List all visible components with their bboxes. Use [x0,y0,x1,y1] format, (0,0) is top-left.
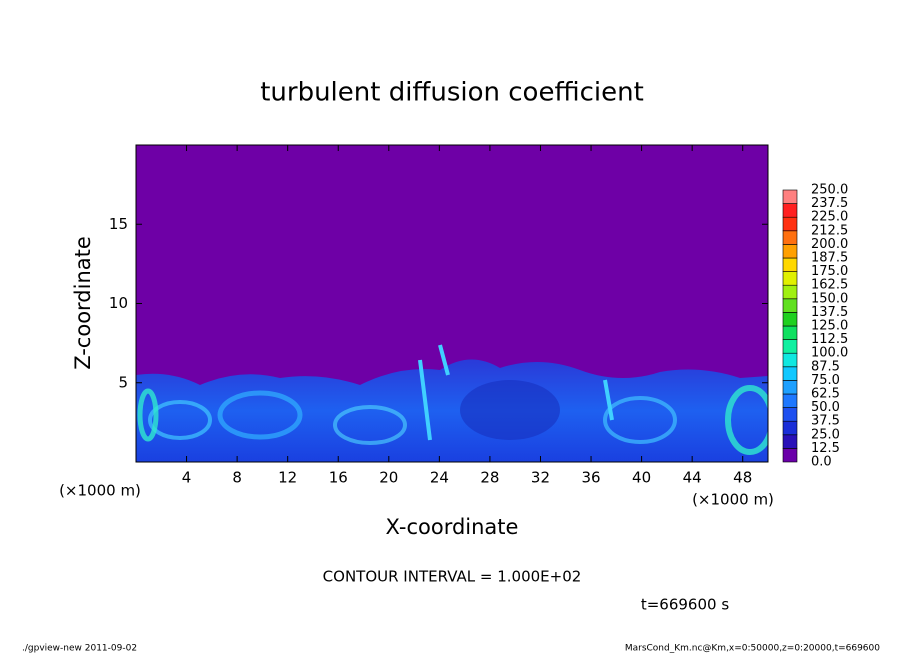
colorbar-label: 87.5 [811,359,840,374]
colorbar-box [782,366,798,381]
x-tick-label: 48 [733,469,752,487]
footer-right: MarsCond_Km.nc@Km,x=0:50000,z=0:20000,t=… [625,644,880,654]
eddy [333,405,407,445]
x-tick-label: 32 [531,469,550,487]
colorbar-label: 162.5 [811,278,848,293]
colorbar-box [782,407,798,422]
chart-title: turbulent diffusion coefficient [260,78,644,108]
colorbar-label: 137.5 [811,305,848,320]
x-unit-label: (×1000 m) [59,482,141,500]
colorbar-box [782,312,798,327]
colorbar-box [782,339,798,354]
x-tick-label: 44 [683,469,702,487]
y-axis-label: Z-coordinate [71,236,95,370]
colorbar-label: 12.5 [811,441,840,456]
eddy [460,380,560,440]
colorbar-label: 0.0 [811,455,832,470]
eddy [148,400,212,440]
plume [418,344,614,441]
x-tick-label: 12 [278,469,297,487]
time-label: t=669600 s [641,596,729,614]
colorbar-label: 237.5 [811,196,848,211]
colorbar-box [782,393,798,408]
colorbar-box [782,189,798,204]
x-tick-label: 36 [581,469,600,487]
colorbar-label: 50.0 [811,400,840,415]
colorbar-label: 125.0 [811,319,848,334]
field [136,145,768,462]
colorbar-box [782,352,798,368]
colorbar-box [782,244,798,259]
colorbar-box [782,420,798,436]
colorbar-box [782,298,798,313]
colorbar-label: 212.5 [811,223,848,238]
y-tick-label: 5 [118,373,128,391]
eddy [217,390,303,440]
x-tick-label: 40 [632,469,651,487]
colorbar-box [782,257,798,272]
colorbar-label: 112.5 [811,332,848,347]
eddy [137,388,159,442]
colorbar-label: 187.5 [811,251,848,266]
colorbar-box [782,380,798,395]
x-tick-label: 20 [379,469,398,487]
contour-interval: CONTOUR INTERVAL = 1.000E+02 [323,568,582,586]
x-tick-label: 28 [480,469,499,487]
colorbar-box [782,230,798,245]
colorbar-box [782,271,798,286]
colorbar-label: 25.0 [811,427,840,442]
colorbar-box [782,203,798,218]
colorbar-label: 62.5 [811,387,840,402]
colorbar-box [782,216,798,232]
eddy [725,385,768,455]
x-tick-label: 16 [329,469,348,487]
colorbar-label: 225.0 [811,210,848,225]
turbulent-layer [136,359,768,462]
colorbar-label: 200.0 [811,237,848,252]
x-tick-label: 24 [430,469,449,487]
x-axis-label: X-coordinate [386,515,519,539]
colorbar-label: 250.0 [811,183,848,198]
colorbar-label: 100.0 [811,346,848,361]
x-tick-label: 4 [182,469,192,487]
colorbar-label: 37.5 [811,414,840,429]
colorbar-box [782,325,798,340]
colorbar-box [782,448,798,463]
colorbar-label: 175.0 [811,264,848,279]
x-tick-label: 8 [232,469,242,487]
colorbar-box [782,434,798,449]
eddy [603,396,677,444]
y-tick-label: 15 [109,215,128,233]
y-tick-label: 10 [109,294,128,312]
colorbar-box [782,284,798,300]
colorbar-label: 75.0 [811,373,840,388]
x-unit-label: (×1000 m) [692,491,774,509]
colorbar-label: 150.0 [811,291,848,306]
footer-left: ./gpview-new 2011-09-02 [22,644,137,654]
